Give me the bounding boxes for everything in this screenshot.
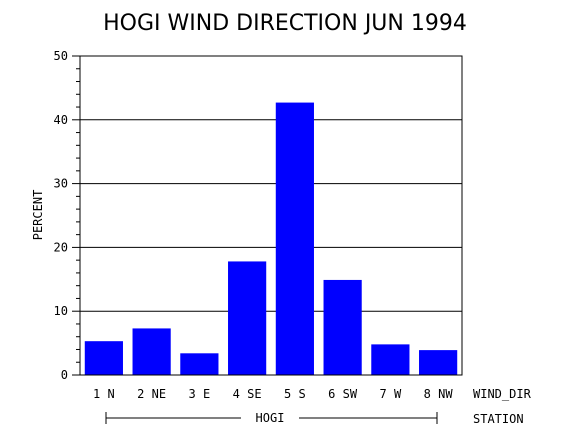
- y-tick-label: 20: [54, 240, 68, 254]
- grid-lines: [80, 55, 462, 312]
- x-tick-label: 8 NW: [424, 387, 454, 401]
- x-tick-label: 5 S: [284, 387, 306, 401]
- bar: [371, 344, 410, 375]
- y-axis-label: PERCENT: [31, 190, 45, 241]
- bar: [323, 279, 362, 375]
- bar: [419, 350, 458, 375]
- x-axis: 1 N 2 NE 3 E 4 SE 5 S 6 SW 7 W 8 NW: [93, 387, 453, 401]
- x-tick-label: 2 NE: [137, 387, 166, 401]
- y-tick-label: 50: [54, 49, 68, 63]
- bar: [132, 328, 171, 375]
- x-axis-label: WIND_DIR: [473, 387, 532, 401]
- y-tick-label: 40: [54, 113, 68, 127]
- bar: [84, 341, 123, 375]
- x-tick-label: 1 N: [93, 387, 115, 401]
- x-tick-label: 4 SE: [233, 387, 262, 401]
- bars: [84, 102, 458, 375]
- x-tick-label: 7 W: [380, 387, 402, 401]
- y-tick-label: 0: [61, 368, 68, 382]
- bar: [180, 353, 219, 375]
- bar: [228, 261, 267, 375]
- group-axis-label: STATION: [473, 412, 524, 426]
- group-label: HOGI: [256, 411, 285, 425]
- x-tick-label: 3 E: [189, 387, 211, 401]
- bar: [275, 102, 314, 375]
- plot-frame: [79, 55, 463, 376]
- x-tick-label: 6 SW: [328, 387, 358, 401]
- y-tick-label: 10: [54, 304, 68, 318]
- y-axis: 0 10 20 30 40 50: [54, 49, 81, 382]
- y-tick-label: 30: [54, 177, 68, 191]
- chart-title: HOGI WIND DIRECTION JUN 1994: [103, 11, 467, 36]
